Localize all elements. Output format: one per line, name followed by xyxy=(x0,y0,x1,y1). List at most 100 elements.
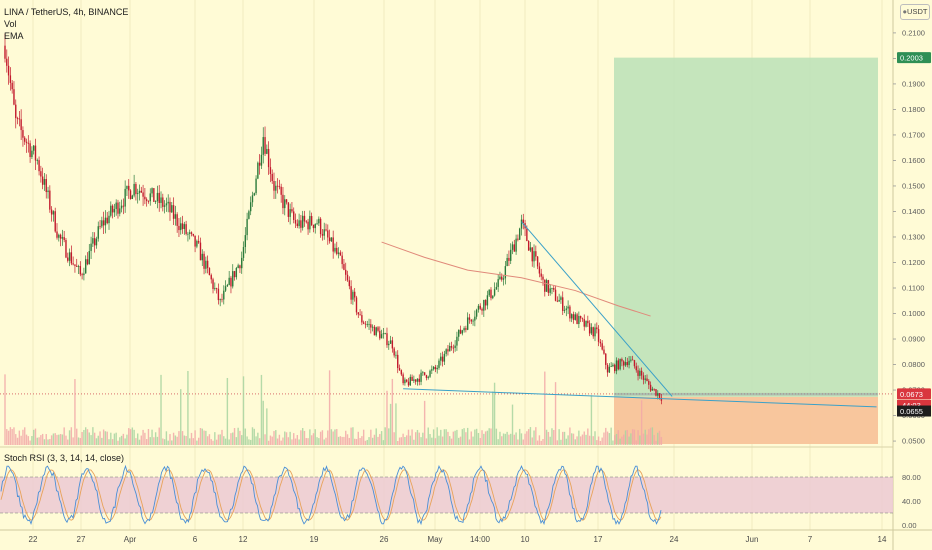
volume-bar xyxy=(436,427,438,445)
volume-bar xyxy=(81,432,83,445)
ema-indicator-label[interactable]: EMA xyxy=(4,31,24,41)
candle-body xyxy=(242,247,245,258)
candle-body xyxy=(235,267,238,278)
volume-bar xyxy=(438,435,440,445)
candle-body xyxy=(199,242,202,261)
volume-bar xyxy=(255,436,257,445)
candle-body xyxy=(562,297,564,311)
volume-bar xyxy=(502,433,505,445)
volume-bar xyxy=(388,428,390,445)
candle-body xyxy=(531,247,533,262)
candle-body xyxy=(590,327,593,334)
volume-bar xyxy=(384,427,386,445)
volume-bar xyxy=(377,436,379,445)
volume-bar xyxy=(599,440,602,445)
candle-body xyxy=(171,205,173,213)
volume-bar xyxy=(614,435,616,445)
volume-bar xyxy=(554,382,557,445)
volume-bar xyxy=(199,428,202,445)
volume-bar xyxy=(115,432,117,445)
time-tick-label: 22 xyxy=(29,535,38,544)
target-price-tag-bg xyxy=(897,52,931,64)
volume-bar xyxy=(626,429,628,445)
candle-body xyxy=(397,354,399,369)
candle-body xyxy=(465,328,467,330)
volume-bar xyxy=(565,438,568,445)
candle-body xyxy=(99,226,101,228)
candle-body xyxy=(45,179,47,193)
volume-bar xyxy=(597,436,600,445)
candle-body xyxy=(472,320,474,322)
volume-bar xyxy=(440,429,442,445)
volume-bar xyxy=(111,439,114,445)
symbol-title[interactable]: LINA / TetherUS, 4h, BINANCE xyxy=(4,7,129,17)
candle-body xyxy=(549,288,551,293)
volume-bar xyxy=(427,427,429,445)
candle-body xyxy=(280,186,282,195)
candle-body xyxy=(388,343,390,346)
candle-body xyxy=(128,185,130,191)
volume-bar xyxy=(212,440,214,445)
candle-body xyxy=(635,366,637,371)
candle-body xyxy=(630,359,632,361)
volume-bar xyxy=(400,437,403,445)
volume-bar xyxy=(624,430,627,445)
volume-bar xyxy=(341,436,343,445)
volume-bar xyxy=(527,429,530,445)
candle-body xyxy=(375,327,377,336)
candle-body xyxy=(626,362,628,366)
volume-bar xyxy=(72,437,74,445)
volume-bar xyxy=(461,429,463,445)
candle-body xyxy=(438,360,440,368)
volume-bar xyxy=(70,427,73,445)
currency-badge[interactable]: ●USDT xyxy=(900,4,930,20)
volume-bar xyxy=(321,430,324,445)
candle-body xyxy=(362,322,365,324)
volume-bar xyxy=(570,433,573,445)
candle-body xyxy=(414,379,417,382)
ema-line xyxy=(381,241,651,317)
candle-body xyxy=(501,276,503,280)
volume-bar xyxy=(16,437,19,445)
volume-bar xyxy=(506,431,508,445)
volume-indicator-label[interactable]: Vol xyxy=(4,19,17,29)
candle-body xyxy=(420,372,422,382)
volume-bar xyxy=(343,436,345,445)
candle-body xyxy=(151,188,153,194)
candle-body xyxy=(350,286,352,300)
candle-body xyxy=(456,336,458,346)
volume-bar xyxy=(90,435,92,445)
candle-body xyxy=(223,290,225,300)
candle-body xyxy=(384,333,386,335)
time-tick-label: 12 xyxy=(239,535,248,544)
volume-bar xyxy=(542,439,544,445)
volume-bar xyxy=(201,428,203,445)
candle-body xyxy=(137,193,139,195)
candle-body xyxy=(588,323,591,334)
candle-body xyxy=(81,274,83,276)
candle-body xyxy=(183,224,186,230)
volume-bar xyxy=(140,435,142,445)
volume-bar xyxy=(592,436,594,445)
time-tick-label: 14 xyxy=(878,535,887,544)
volume-bar xyxy=(128,428,130,445)
volume-bar xyxy=(47,439,49,445)
candle-body xyxy=(58,234,60,238)
candle-body xyxy=(495,286,498,290)
volume-bar xyxy=(422,432,424,445)
volume-bar xyxy=(197,437,200,445)
candle-body xyxy=(413,379,415,381)
volume-bar xyxy=(172,432,175,445)
volume-bar xyxy=(241,435,243,445)
volume-bar xyxy=(407,429,410,445)
volume-bar xyxy=(20,435,22,445)
candle-body xyxy=(6,58,8,66)
volume-bar xyxy=(59,434,62,445)
stoch-rsi-label[interactable]: Stoch RSI (3, 3, 14, 14, close) xyxy=(4,453,125,463)
volume-bar xyxy=(223,436,225,445)
volume-bar xyxy=(92,427,94,445)
candle-body xyxy=(269,167,272,174)
candle-body xyxy=(32,145,35,151)
candle-body xyxy=(192,233,194,236)
